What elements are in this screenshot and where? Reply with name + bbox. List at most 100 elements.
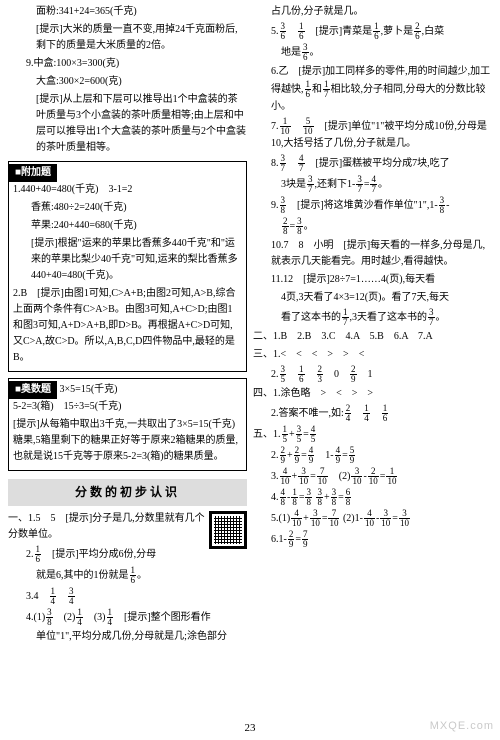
text: [提示]将这堆黄沙看作单位"1",1- bbox=[287, 200, 438, 211]
text bbox=[287, 158, 297, 169]
fraction: 16 bbox=[305, 80, 312, 99]
text: = bbox=[364, 179, 370, 190]
text: 4.(1)38 (2)14 (3)14 [提示]整个图形看作 bbox=[8, 608, 247, 627]
text bbox=[292, 121, 302, 132]
fraction: 47 bbox=[370, 175, 377, 194]
fraction: 18 bbox=[291, 488, 298, 507]
text: 2. bbox=[271, 450, 279, 461]
fraction: 29 bbox=[350, 365, 357, 384]
fraction: 37 bbox=[307, 175, 314, 194]
text: 1 bbox=[358, 369, 373, 380]
fraction: 110 bbox=[280, 117, 291, 136]
text: 1- bbox=[315, 450, 333, 461]
text: 五、1.15+35=45 bbox=[253, 425, 492, 444]
text: 11.12 [提示]28÷7=1……4(页),每天看 bbox=[253, 272, 492, 288]
text: 10.7 8 小明 [提示]每天看的一样多,分母是几,就表示几天能看完。用时越少… bbox=[253, 238, 492, 270]
text: - bbox=[363, 471, 366, 482]
fraction: 17 bbox=[323, 80, 330, 99]
fraction: 79 bbox=[302, 530, 309, 549]
text: + bbox=[303, 513, 309, 524]
text: 占几份,分子就是几。 bbox=[253, 4, 492, 20]
right-column: 占几份,分子就是几。 5.36 16 [提示]青菜是16,萝卜是26,白菜 地是… bbox=[253, 4, 492, 716]
text: 单位"1",平均分成几份,分母就是几;涂色部分 bbox=[8, 629, 247, 645]
fraction: 310 bbox=[310, 509, 321, 528]
fraction: 38 bbox=[316, 488, 323, 507]
fraction: 37 bbox=[280, 154, 287, 173]
fraction: 38 bbox=[280, 196, 287, 215]
fraction: 29 bbox=[280, 446, 287, 465]
fraction: 38 bbox=[331, 488, 338, 507]
fraction: 29 bbox=[294, 446, 301, 465]
text: 面粉:341+24=365(千克) bbox=[8, 4, 247, 20]
text: = bbox=[299, 492, 305, 503]
fraction: 16 bbox=[130, 566, 137, 585]
text: 。 bbox=[378, 179, 388, 190]
hint: [提示]从上层和下层可以推导出1个中盒装的茶叶质量与3个小盒装的茶叶质量相等;由… bbox=[8, 92, 247, 156]
text: (2) bbox=[329, 471, 351, 482]
text: 0 bbox=[324, 369, 349, 380]
page-number: 23 bbox=[0, 718, 500, 738]
fraction: 14 bbox=[107, 608, 114, 627]
text: 3块是37,还剩下1-37=47。 bbox=[253, 175, 492, 194]
text: 2.答案不唯一,如: bbox=[271, 408, 344, 419]
text: - bbox=[376, 513, 379, 524]
text: 苹果:240+440=680(千克) bbox=[13, 218, 242, 234]
text: 。 bbox=[304, 221, 314, 232]
text: = bbox=[392, 513, 398, 524]
text: 3块是 bbox=[281, 179, 306, 190]
text: = bbox=[303, 429, 309, 440]
text: 28=38。 bbox=[253, 217, 492, 236]
fraction: 310 bbox=[298, 467, 309, 486]
fraction: 16 bbox=[298, 365, 305, 384]
fraction: 24 bbox=[345, 404, 352, 423]
text bbox=[287, 369, 297, 380]
text: 。 bbox=[436, 312, 446, 323]
text: 。 bbox=[310, 47, 320, 58]
text: 香蕉:480÷2=240(千克) bbox=[13, 200, 242, 216]
text: [提示]平均分成6份,分母 bbox=[42, 549, 156, 560]
text: = bbox=[290, 221, 296, 232]
fraction: 14 bbox=[76, 608, 83, 627]
fraction: 110 bbox=[386, 467, 397, 486]
fraction: 210 bbox=[368, 467, 379, 486]
text: = bbox=[322, 513, 328, 524]
text: 4.(1) bbox=[26, 612, 45, 623]
text: 4. bbox=[271, 492, 279, 503]
fraction: 34 bbox=[68, 587, 75, 606]
text: 地是 bbox=[281, 47, 301, 58]
fraction: 15 bbox=[282, 425, 289, 444]
box-olympiad: ■奥数题 3×5=15(千克) 5-2=3(箱) 15÷3=5(千克) [提示]… bbox=[8, 378, 247, 471]
text: 3×5=15(千克) bbox=[60, 384, 118, 395]
text: (3) bbox=[84, 612, 106, 623]
text: = bbox=[295, 534, 301, 545]
text: 2. bbox=[271, 369, 279, 380]
text: 1.440+40=480(千克) 3-1=2 bbox=[13, 182, 242, 198]
text: 5.(1) bbox=[271, 513, 290, 524]
text: 5-2=3(箱) 15÷3=5(千克) bbox=[13, 399, 242, 415]
hint: [提示]从每箱中取出3千克,一共取出了3×5=15(千克)糖果,5箱里剩下的糖果… bbox=[13, 417, 242, 465]
fraction: 29 bbox=[288, 530, 295, 549]
fraction: 48 bbox=[280, 488, 287, 507]
fraction: 38 bbox=[305, 488, 312, 507]
watermark: MXQE.com bbox=[430, 718, 494, 736]
text: ,萝卜是 bbox=[381, 26, 414, 37]
text: = bbox=[380, 471, 386, 482]
box-additional: ■附加题 1.440+40=480(千克) 3-1=2 香蕉:480÷2=240… bbox=[8, 161, 247, 372]
qr-code-icon bbox=[209, 511, 247, 549]
fraction: 410 bbox=[280, 467, 291, 486]
fraction: 23 bbox=[317, 365, 324, 384]
text: 2.29+29=49 1-49=59 bbox=[253, 446, 492, 465]
text: 5. bbox=[271, 26, 279, 37]
text bbox=[57, 591, 67, 602]
fraction: 710 bbox=[328, 509, 339, 528]
fraction: 37 bbox=[356, 175, 363, 194]
fraction: 410 bbox=[291, 509, 302, 528]
text: 7.110 510 [提示]单位"1"被平均分成10份,分母是10,大括号括了几… bbox=[253, 117, 492, 152]
fraction: 510 bbox=[303, 117, 314, 136]
text bbox=[313, 492, 316, 503]
text: 3. bbox=[271, 471, 279, 482]
text: 2.B [提示]由图1可知,C>A+B;由图2可知,A>B,综合上面两个条件有C… bbox=[13, 286, 242, 366]
fraction: 310 bbox=[399, 509, 410, 528]
text bbox=[287, 26, 297, 37]
page-columns: 面粉:341+24=365(千克) [提示]大米的质量一直不变,用掉24千克面粉… bbox=[0, 0, 500, 718]
